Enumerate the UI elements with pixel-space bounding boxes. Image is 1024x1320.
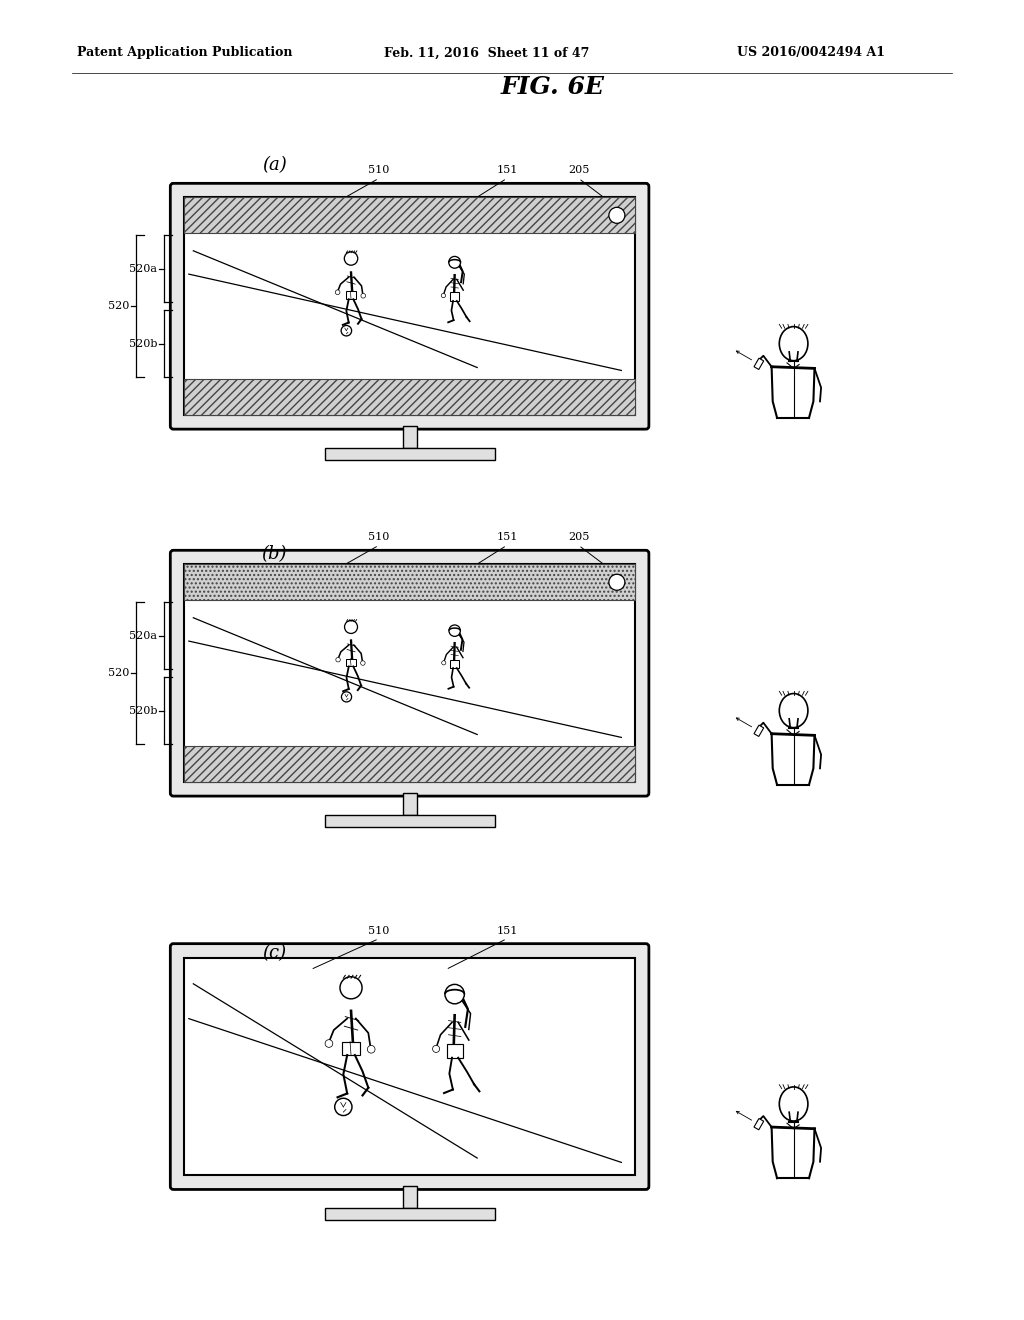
Text: FIG. 6E: FIG. 6E [501, 75, 605, 99]
Bar [446, 1044, 463, 1057]
Circle shape [344, 620, 357, 634]
Text: 151: 151 [497, 925, 517, 936]
Circle shape [335, 1098, 352, 1115]
Text: 520: 520 [108, 668, 129, 678]
Text: 520a: 520a [129, 631, 158, 640]
Bar [184, 565, 635, 601]
Text: 151: 151 [497, 532, 517, 543]
Bar [342, 1041, 359, 1055]
Circle shape [449, 624, 461, 636]
Text: Feb. 11, 2016  Sheet 11 of 47: Feb. 11, 2016 Sheet 11 of 47 [384, 46, 590, 59]
Circle shape [441, 293, 445, 298]
Bar [402, 426, 417, 449]
Bar [450, 660, 460, 668]
Circle shape [340, 977, 362, 999]
Circle shape [335, 290, 340, 294]
Circle shape [609, 207, 625, 223]
Bar [184, 197, 635, 234]
Text: 520b: 520b [129, 706, 158, 715]
Bar [184, 379, 635, 414]
Text: 520a: 520a [129, 264, 158, 273]
Bar [450, 292, 460, 301]
Text: 205: 205 [568, 532, 589, 543]
Bar [754, 1118, 764, 1130]
Bar [346, 659, 356, 667]
Text: US 2016/0042494 A1: US 2016/0042494 A1 [737, 46, 886, 59]
Ellipse shape [779, 693, 808, 727]
Text: (a): (a) [262, 156, 287, 174]
Text: 510: 510 [369, 165, 389, 176]
Circle shape [368, 1045, 375, 1053]
Text: 520b: 520b [129, 339, 158, 348]
Bar [754, 358, 764, 370]
Text: 520: 520 [108, 301, 129, 312]
Circle shape [432, 1045, 439, 1052]
FancyBboxPatch shape [170, 183, 649, 429]
Circle shape [360, 661, 366, 665]
Circle shape [325, 1040, 333, 1047]
Circle shape [344, 252, 357, 265]
FancyBboxPatch shape [170, 550, 649, 796]
Circle shape [341, 326, 351, 335]
Ellipse shape [779, 326, 808, 360]
Bar [325, 1209, 495, 1221]
Bar [402, 1187, 417, 1209]
Circle shape [609, 574, 625, 590]
Circle shape [441, 661, 445, 665]
Text: 151: 151 [497, 165, 517, 176]
Bar [754, 725, 764, 737]
Bar [325, 449, 495, 461]
FancyBboxPatch shape [170, 944, 649, 1189]
Text: 510: 510 [369, 925, 389, 936]
Bar [184, 197, 635, 414]
Text: Patent Application Publication: Patent Application Publication [77, 46, 292, 59]
Bar [325, 814, 495, 828]
Circle shape [336, 657, 340, 661]
Text: (b): (b) [262, 545, 287, 564]
Circle shape [445, 985, 464, 1003]
Text: (c): (c) [262, 944, 287, 962]
Text: 205: 205 [568, 165, 589, 176]
Bar [346, 292, 356, 300]
Bar [184, 958, 635, 1175]
Circle shape [341, 692, 351, 702]
Text: 510: 510 [369, 532, 389, 543]
Bar [402, 793, 417, 814]
Circle shape [449, 256, 461, 268]
Bar [184, 746, 635, 781]
Circle shape [360, 293, 366, 298]
Ellipse shape [779, 1086, 808, 1121]
Bar [184, 565, 635, 781]
